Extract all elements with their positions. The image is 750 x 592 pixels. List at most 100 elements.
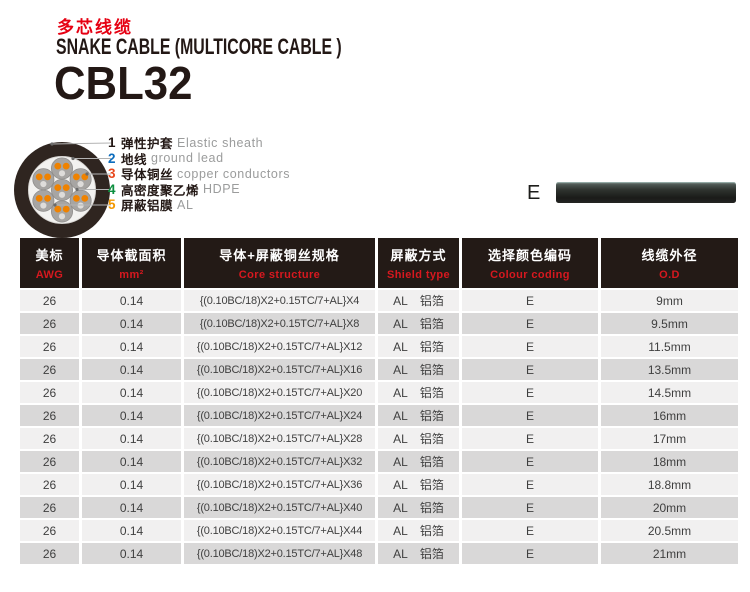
- shield-code: AL: [393, 293, 408, 308]
- column-header-en: AWG: [35, 269, 64, 281]
- shield-code: AL: [393, 362, 408, 377]
- cell-area: 0.14: [82, 382, 181, 403]
- drain-wire-dot: [40, 180, 47, 188]
- drain-wire-dot: [40, 202, 47, 209]
- legend-label-en: copper conductors: [177, 166, 291, 181]
- shield-code: AL: [393, 546, 408, 561]
- cell-area: 0.14: [82, 543, 181, 564]
- cell-awg: 26: [20, 428, 79, 449]
- column-header-cn: 选择颜色编码: [487, 248, 572, 263]
- page-title-english: SNAKE CABLE (MULTICORE CABLE ): [56, 34, 342, 59]
- copper-conductor-dot: [81, 194, 89, 202]
- shield-cn: 铝箔: [419, 547, 444, 561]
- cell-core-structure: {(0.10BC/18)X2+0.15TC/7+AL}X28: [184, 428, 375, 449]
- column-header-1: 导体截面积 mm²: [82, 238, 181, 288]
- shield-code: AL: [393, 454, 408, 469]
- shield-cn: 铝箔: [419, 340, 444, 354]
- cell-outer-diameter: 18mm: [601, 451, 738, 472]
- cell-outer-diameter: 16mm: [601, 405, 738, 426]
- cell-colour-coding: E: [462, 336, 598, 357]
- copper-conductor-dot: [62, 205, 70, 213]
- cell-core-structure: {(0.10BC/18)X2+0.15TC/7+AL}X48: [184, 543, 375, 564]
- legend-item: 1 弹性护套 Elastic sheath: [108, 135, 290, 151]
- column-header-en: Shield type: [386, 269, 451, 281]
- legend-label-cn: 地线: [121, 152, 148, 167]
- spec-table: 美标 AWG 导体截面积 mm² 导体+屏蔽铜丝规格 Core structure 屏蔽方式…: [20, 238, 738, 564]
- cell-colour-coding: E: [462, 497, 598, 518]
- copper-conductor-dot: [54, 184, 62, 191]
- cell-area: 0.14: [82, 428, 181, 449]
- column-header-en: O.D: [659, 269, 680, 281]
- cell-outer-diameter: 14.5mm: [601, 382, 738, 403]
- cell-outer-diameter: 20mm: [601, 497, 738, 518]
- copper-conductor-dot: [62, 184, 70, 191]
- cell-outer-diameter: 11.5mm: [601, 336, 738, 357]
- shield-cn: 铝箔: [419, 317, 444, 331]
- cell-core-structure: {(0.10BC/18)X2+0.15TC/7+AL}X24: [184, 405, 375, 426]
- cell-shield-type: AL 铝箔: [378, 405, 459, 426]
- cell-awg: 26: [20, 405, 79, 426]
- cell-colour-coding: E: [462, 313, 598, 334]
- cell-outer-diameter: 18.8mm: [601, 474, 738, 495]
- cell-colour-coding: E: [462, 451, 598, 472]
- cell-colour-coding: E: [462, 474, 598, 495]
- shield-code: AL: [393, 523, 408, 538]
- legend-label-cn: 导体铜丝: [121, 168, 174, 183]
- column-header-en: Colour coding: [490, 269, 570, 281]
- cell-awg: 26: [20, 543, 79, 564]
- shield-cn: 铝箔: [419, 524, 444, 538]
- shield-cn: 铝箔: [419, 501, 444, 515]
- drain-wire-dot: [58, 213, 66, 220]
- shield-cn: 铝箔: [419, 363, 444, 377]
- legend-number: 4: [108, 181, 116, 197]
- legend-item: 4 高密度聚乙烯 HDPE: [108, 182, 290, 198]
- cell-outer-diameter: 21mm: [601, 543, 738, 564]
- legend-item: 5 屏蔽铝膜 AL: [108, 197, 290, 213]
- drain-wire-dot: [58, 170, 66, 177]
- cell-shield-type: AL 铝箔: [378, 497, 459, 518]
- legend-label-cn: 弹性护套: [121, 137, 174, 152]
- cell-area: 0.14: [82, 290, 181, 311]
- cell-core-structure: {(0.10BC/18)X2+0.15TC/7+AL}X20: [184, 382, 375, 403]
- copper-conductor-dot: [35, 194, 43, 202]
- copper-conductor-dot: [62, 162, 70, 170]
- cell-shield-type: AL 铝箔: [378, 313, 459, 334]
- copper-conductor-dot: [44, 194, 51, 202]
- column-header-0: 美标 AWG: [20, 238, 79, 288]
- shield-code: AL: [393, 385, 408, 400]
- drain-wire-dot: [77, 202, 84, 209]
- drain-wire-dot: [77, 180, 84, 188]
- shield-code: AL: [393, 339, 408, 354]
- product-model: CBL32: [54, 57, 193, 109]
- cell-area: 0.14: [82, 497, 181, 518]
- cell-shield-type: AL 铝箔: [378, 428, 459, 449]
- shield-cn: 铝箔: [419, 386, 444, 400]
- copper-conductor-dot: [73, 194, 80, 202]
- leader-line-tips: [50, 142, 89, 207]
- cell-shield-type: AL 铝箔: [378, 359, 459, 380]
- column-header-cn: 导体截面积: [96, 248, 167, 263]
- cell-shield-type: AL 铝箔: [378, 451, 459, 472]
- column-header-cn: 导体+屏蔽铜丝规格: [219, 248, 340, 263]
- cell-outer-diameter: 13.5mm: [601, 359, 738, 380]
- cell-awg: 26: [20, 359, 79, 380]
- cell-outer-diameter: 9.5mm: [601, 313, 738, 334]
- column-header-5: 线缆外径 O.D: [601, 238, 738, 288]
- copper-conductor-dot: [73, 173, 80, 181]
- cell-core-structure: {(0.10BC/18)X2+0.15TC/7+AL}X4: [184, 290, 375, 311]
- column-header-en: Core structure: [238, 269, 321, 281]
- cell-area: 0.14: [82, 313, 181, 334]
- copper-conductor-dot: [35, 173, 43, 181]
- legend-label-en: AL: [177, 197, 194, 212]
- cell-colour-coding: E: [462, 543, 598, 564]
- copper-conductor-dot: [44, 173, 51, 181]
- legend-number: 5: [108, 197, 116, 213]
- shield-cn: 铝箔: [419, 455, 444, 469]
- cell-core-structure: {(0.10BC/18)X2+0.15TC/7+AL}X8: [184, 313, 375, 334]
- cell-awg: 26: [20, 474, 79, 495]
- cell-core-structure: {(0.10BC/18)X2+0.15TC/7+AL}X36: [184, 474, 375, 495]
- cell-core-structure: {(0.10BC/18)X2+0.15TC/7+AL}X12: [184, 336, 375, 357]
- shield-code: AL: [393, 500, 408, 515]
- shield-code: AL: [393, 408, 408, 423]
